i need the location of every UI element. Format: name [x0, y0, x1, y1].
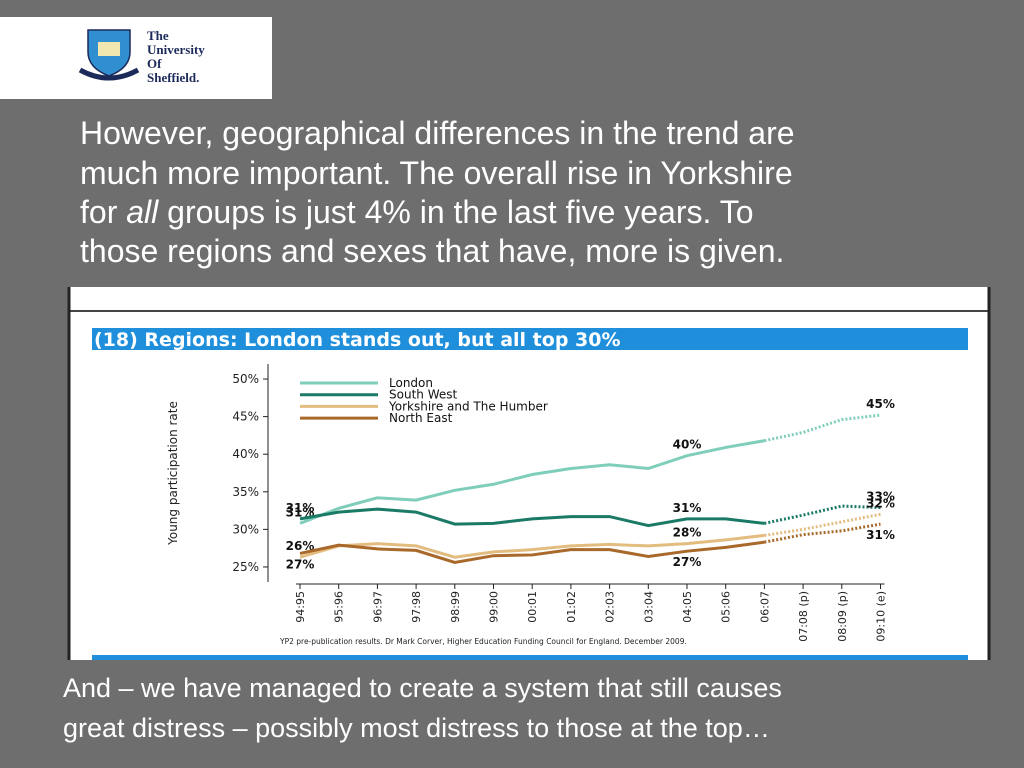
- x-tick-label: 95:96: [333, 591, 346, 623]
- x-tick-label: 02:03: [604, 591, 617, 623]
- bottom-bar: [92, 655, 968, 660]
- y-tick-label: 45%: [232, 410, 259, 424]
- heading-part: for: [80, 194, 126, 230]
- y-tick-label: 25%: [232, 560, 259, 574]
- y-tick-label: 30%: [232, 522, 259, 536]
- x-tick-label: 03:04: [642, 591, 655, 623]
- heading-line: However, geographical differences in the…: [80, 115, 795, 151]
- heading-part: groups is just 4% in the last five years…: [158, 194, 753, 230]
- value-label: 33%: [866, 490, 895, 504]
- series-projection: [764, 522, 881, 544]
- x-tick-label: 08:09 (p): [836, 591, 849, 642]
- source-note: YP2 pre-publication results. Dr Mark Cor…: [279, 637, 687, 646]
- value-label: 31%: [673, 501, 702, 515]
- x-tick-label: 04:05: [681, 591, 694, 623]
- legend-label: North East: [389, 411, 453, 425]
- series-line: [299, 439, 765, 525]
- legend-label: London: [389, 376, 433, 390]
- value-label: 27%: [673, 555, 702, 569]
- heading-line: for all groups is just 4% in the last fi…: [80, 194, 754, 230]
- x-tick-label: 96:97: [371, 591, 384, 623]
- series-line: [299, 507, 765, 528]
- x-tick-label: 99:00: [488, 591, 501, 623]
- x-tick-label: 98:99: [449, 591, 462, 623]
- value-label: 40%: [673, 438, 702, 452]
- logo-crest: [78, 29, 140, 81]
- value-label: 28%: [673, 526, 702, 540]
- logo-text: University: [147, 42, 205, 57]
- y-tick-label: 40%: [232, 447, 259, 461]
- logo-text: Sheffield.: [147, 70, 199, 85]
- heading-line: much more important. The overall rise in…: [80, 155, 793, 191]
- chart-title-bar: [92, 328, 968, 350]
- value-label: 27%: [286, 557, 315, 571]
- x-tick-label: 94:95: [294, 591, 307, 623]
- chart-title: (18) Regions: London stands out, but all…: [94, 329, 621, 351]
- value-label: 26%: [286, 539, 315, 553]
- logo-text: Of: [147, 56, 162, 71]
- value-label: 31%: [286, 501, 315, 515]
- y-tick-label: 50%: [232, 372, 259, 386]
- x-tick-label: 97:98: [410, 591, 423, 623]
- x-tick-label: 05:06: [720, 591, 733, 623]
- x-tick-label: 09:10 (e): [875, 591, 888, 642]
- heading-emphasis: all: [126, 194, 159, 230]
- footer-line: And – we have managed to create a system…: [63, 673, 782, 703]
- legend-label: Yorkshire and The Humber: [388, 399, 548, 413]
- x-tick-label: 07:08 (p): [797, 591, 810, 642]
- series-line: [299, 540, 765, 564]
- logo-text: The: [147, 28, 169, 43]
- y-axis-label: Young participation rate: [166, 401, 180, 546]
- x-tick-label: 01:02: [565, 591, 578, 623]
- value-label: 31%: [286, 505, 315, 519]
- series-line: [299, 533, 765, 559]
- value-label: 31%: [866, 528, 895, 542]
- x-tick-label: 00:01: [526, 591, 539, 623]
- logo-box: [0, 17, 272, 99]
- value-label: 32%: [866, 496, 895, 510]
- x-tick-label: 06:07: [758, 591, 771, 623]
- footer-line: great distress – possibly most distress …: [63, 713, 770, 743]
- heading-line: those regions and sexes that have, more …: [80, 233, 784, 269]
- legend-label: South West: [389, 388, 457, 402]
- y-tick-label: 35%: [232, 485, 259, 499]
- value-label: 45%: [866, 397, 895, 411]
